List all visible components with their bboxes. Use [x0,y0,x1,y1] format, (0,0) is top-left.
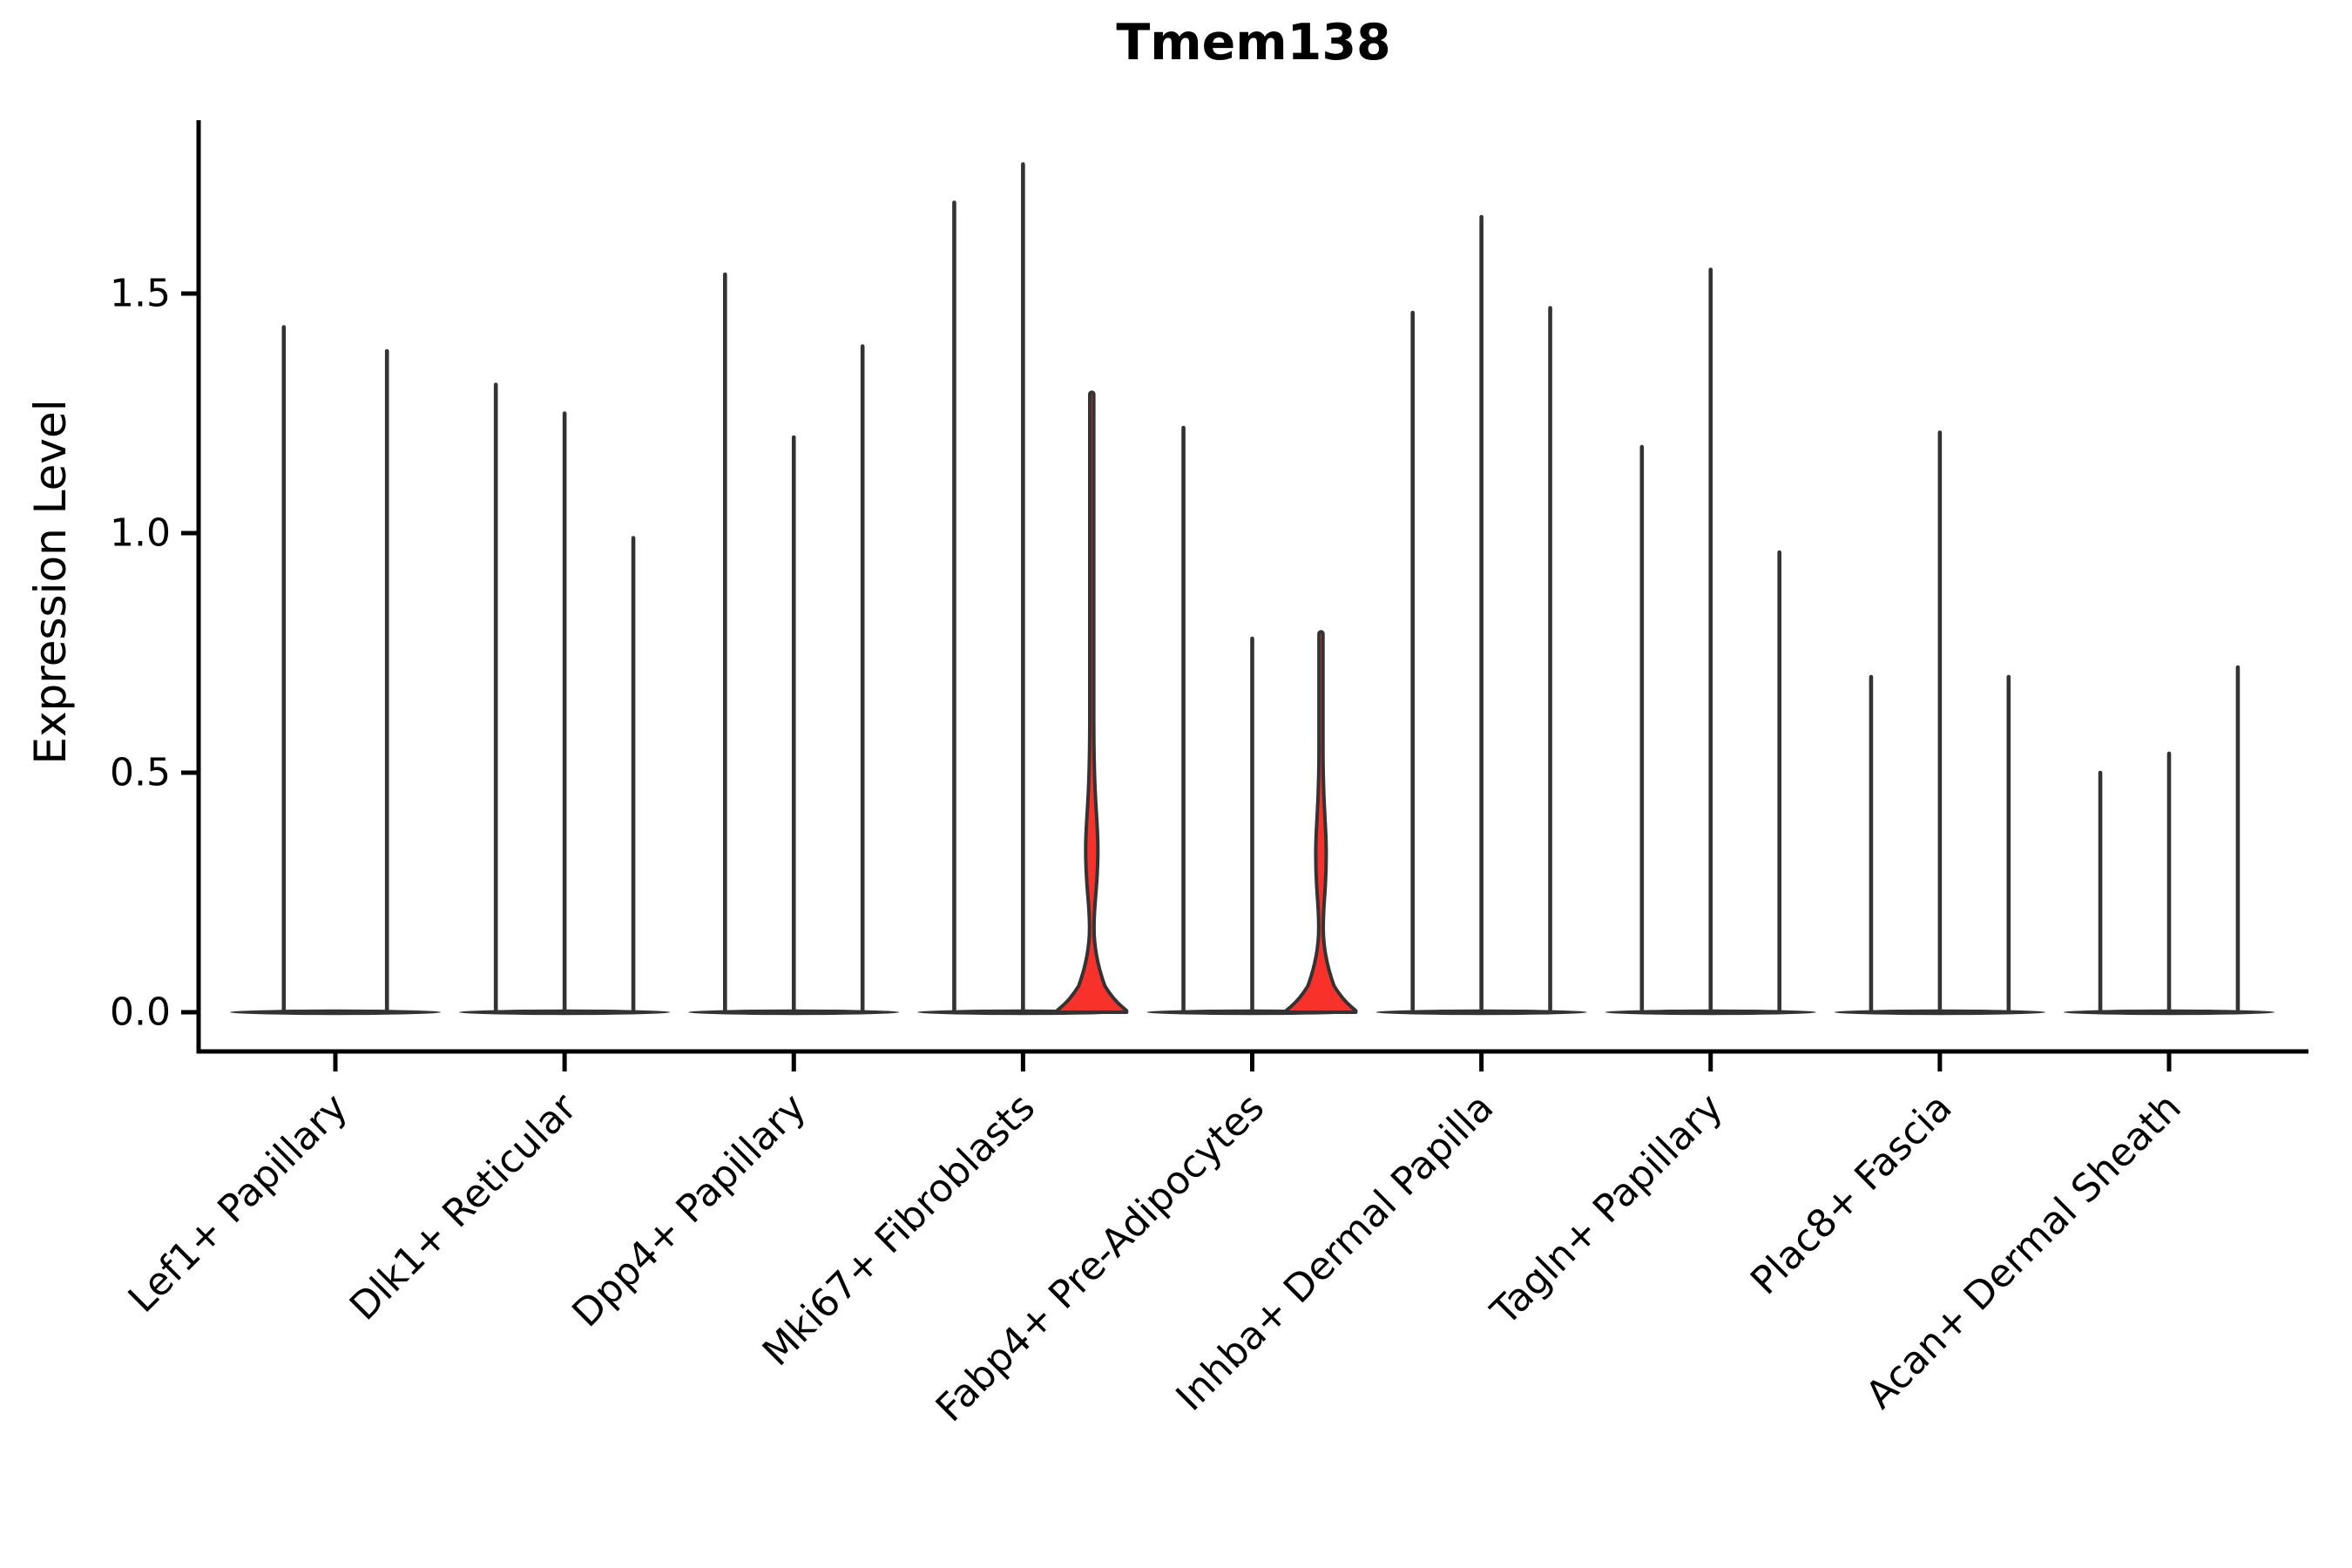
y-tick-label: 0.5 [110,751,171,795]
violin-filled [1284,630,1358,1014]
axis-spines [196,120,2308,1054]
x-tick-label: Dpp4+ Papillary [564,1085,814,1336]
x-tick-label: Plac8+ Fascia [1742,1085,1961,1304]
x-tick-label: Tagln+ Papillary [1482,1085,1731,1335]
x-tick-label: Lef1+ Papillary [120,1085,356,1321]
y-tick-label: 1.5 [110,272,171,316]
chart-title: Tmem138 [1116,14,1391,71]
x-tick-label: Dlk1+ Reticular [341,1085,586,1329]
violin-base [230,1009,441,1016]
y-tick-label: 1.0 [110,511,171,556]
violin-filled [1055,390,1129,1014]
y-tick-label: 0.0 [110,990,171,1035]
